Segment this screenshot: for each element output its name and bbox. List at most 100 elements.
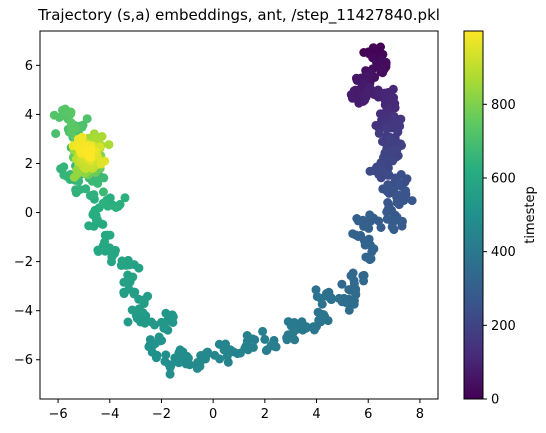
- scatter-point: [70, 123, 80, 133]
- scatter-point: [119, 277, 129, 287]
- scatter-point: [391, 215, 401, 225]
- colorbar-label: timestep: [523, 186, 538, 244]
- plot-frame: [39, 30, 439, 400]
- scatter-point: [168, 312, 178, 322]
- y-tick-label: 0: [25, 206, 33, 221]
- scatter-point: [104, 140, 114, 150]
- scatter-point: [235, 348, 245, 358]
- scatter-point: [378, 137, 387, 147]
- scatter-point: [90, 133, 100, 143]
- scatter-point: [71, 188, 81, 198]
- scatter-point: [85, 191, 95, 201]
- scatter-point: [387, 222, 397, 232]
- scatter-point: [394, 179, 404, 189]
- x-tick-label: 6: [364, 407, 372, 422]
- y-tick-label: 6: [25, 59, 33, 74]
- y-tick-label: −4: [14, 304, 33, 319]
- x-tick-label: 8: [416, 407, 424, 422]
- scatter-point: [407, 196, 417, 206]
- y-tick-label: 2: [25, 157, 33, 172]
- scatter-point: [374, 128, 384, 138]
- scatter-point: [170, 353, 180, 363]
- scatter-point: [316, 293, 326, 303]
- scatter-point: [84, 221, 94, 231]
- scatter-point: [107, 252, 117, 262]
- scatter-point: [99, 173, 109, 183]
- scatter-point: [391, 145, 401, 155]
- x-axis: −6 −4 −2 0 2 4 6 8: [49, 399, 424, 422]
- scatter-point: [378, 68, 388, 78]
- y-axis: −6 −4 −2 0 2 4 6: [14, 59, 40, 368]
- scatter-point: [260, 334, 270, 344]
- colorbar-tick-label: 600: [491, 171, 516, 186]
- x-tick-label: 2: [261, 407, 269, 422]
- scatter-point: [127, 305, 137, 315]
- scatter-point: [136, 317, 146, 327]
- scatter-point: [77, 132, 87, 142]
- scatter-point: [214, 339, 224, 349]
- scatter-point: [98, 187, 108, 197]
- scatter-point: [117, 256, 127, 266]
- scatter-point: [282, 335, 292, 345]
- scatter-point: [165, 369, 175, 379]
- scatter-point: [388, 156, 398, 166]
- scatter-point: [290, 335, 300, 345]
- scatter-point: [358, 215, 368, 225]
- scatter-point: [49, 110, 59, 120]
- scatter-point: [266, 341, 276, 351]
- scatter-point: [385, 134, 395, 144]
- scatter-point: [334, 293, 344, 303]
- scatter-point: [210, 350, 220, 360]
- scatter-point: [382, 214, 392, 224]
- scatter-point: [105, 193, 115, 203]
- y-tick-label: −6: [14, 353, 33, 368]
- colorbar-tick-label: 200: [491, 319, 516, 334]
- scatter-point: [98, 198, 108, 208]
- x-tick-label: −2: [152, 407, 171, 422]
- scatter-point: [349, 279, 359, 289]
- scatter-point: [82, 114, 92, 124]
- x-tick-label: 0: [209, 407, 217, 422]
- scatter-point: [359, 276, 369, 286]
- scatter-point: [379, 152, 389, 162]
- scatter-point: [258, 326, 268, 336]
- scatter-point: [100, 156, 110, 166]
- scatter-point: [288, 328, 298, 337]
- scatter-point: [150, 320, 160, 330]
- chart-title: Trajectory (s,a) embeddings, ant, /step_…: [37, 6, 440, 25]
- scatter-point: [283, 317, 293, 327]
- y-tick-label: 4: [25, 108, 33, 123]
- scatter-point: [365, 83, 375, 93]
- scatter-point: [111, 203, 121, 212]
- x-tick-label: 4: [312, 407, 320, 422]
- scatter-point: [327, 295, 337, 304]
- scatter-point: [51, 129, 61, 139]
- scatter-point: [145, 335, 155, 345]
- scatter-point: [348, 268, 358, 278]
- scatter-point: [402, 174, 412, 184]
- scatter-point: [311, 285, 321, 295]
- scatter-point: [382, 207, 392, 217]
- scatter-point: [362, 239, 372, 249]
- colorbar-axis: 0 200 400 600 800: [483, 98, 516, 408]
- scatter-point: [89, 208, 99, 218]
- scatter-point: [161, 308, 171, 318]
- scatter-point: [134, 305, 143, 315]
- x-tick-label: −6: [49, 407, 68, 422]
- scatter-point: [365, 166, 375, 176]
- scatter-point: [365, 210, 375, 220]
- scatter-point: [341, 298, 351, 308]
- scatter-point: [380, 88, 390, 98]
- scatter-point: [344, 305, 354, 315]
- scatter-point: [105, 230, 115, 240]
- scatter-point: [358, 79, 368, 89]
- scatter-point: [361, 252, 371, 262]
- scatter-point: [100, 237, 110, 247]
- scatter-point: [388, 84, 398, 94]
- scatter-point: [165, 362, 175, 372]
- scatter-point: [348, 93, 357, 103]
- scatter-point: [383, 180, 393, 190]
- scatter-point: [154, 332, 164, 342]
- scatter-point: [161, 350, 171, 360]
- y-tick-label: −2: [14, 255, 33, 270]
